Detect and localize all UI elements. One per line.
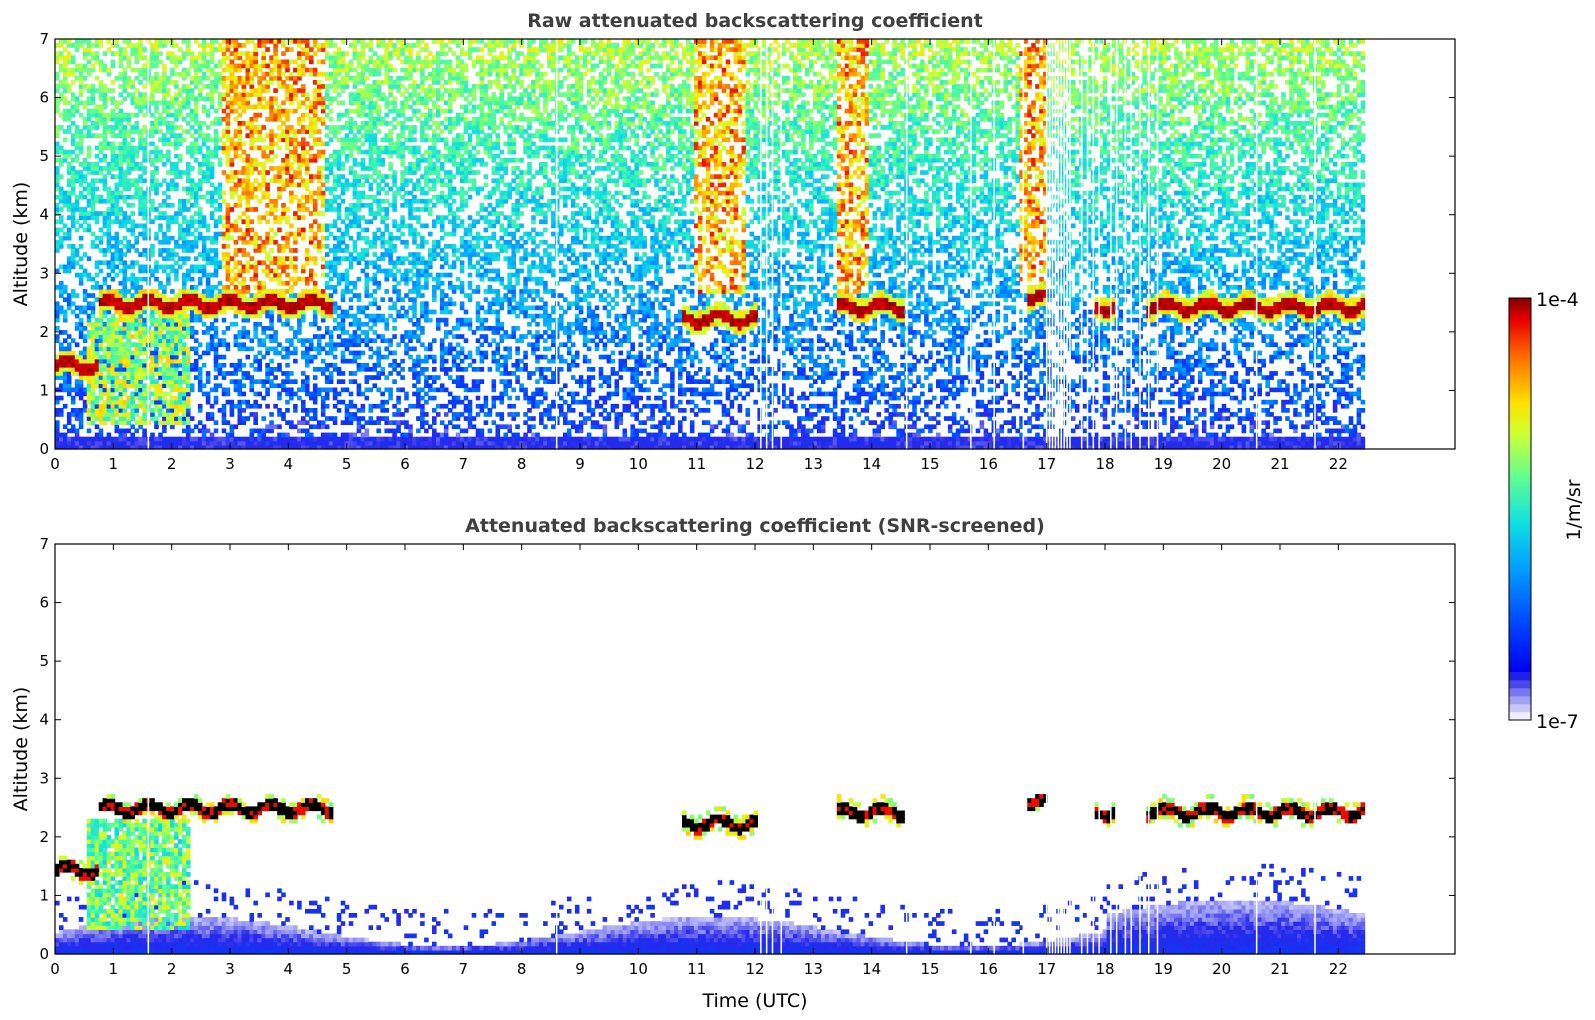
x-tick-label: 20 <box>1212 960 1231 978</box>
y-tick-label: 6 <box>39 594 49 612</box>
x-tick-label: 1 <box>109 960 119 978</box>
panel-screened-title: Attenuated backscattering coefficient (S… <box>465 515 1045 537</box>
panel-raw-heatmap <box>55 39 1365 450</box>
colorbar-band <box>1509 680 1531 688</box>
panel-screened-heatmap <box>55 544 1365 955</box>
y-tick-label: 1 <box>39 381 49 399</box>
y-tick-label: 7 <box>39 30 49 48</box>
x-tick-label: 20 <box>1212 455 1231 473</box>
y-tick-label: 3 <box>39 769 49 787</box>
x-axis-label: Time (UTC) <box>701 990 807 1012</box>
panel-screened-y-axis-label: Altitude (km) <box>10 687 32 812</box>
colorbar-band <box>1509 712 1531 720</box>
x-tick-label: 13 <box>804 455 823 473</box>
x-tick-label: 10 <box>629 455 648 473</box>
x-tick-label: 21 <box>1270 455 1289 473</box>
panel-raw-title: Raw attenuated backscattering coefficien… <box>527 10 983 32</box>
x-tick-label: 14 <box>862 455 881 473</box>
x-tick-label: 6 <box>400 455 410 473</box>
x-tick-label: 17 <box>1037 455 1056 473</box>
x-tick-label: 11 <box>687 960 706 978</box>
x-tick-label: 22 <box>1329 455 1348 473</box>
x-tick-label: 18 <box>1095 960 1114 978</box>
x-tick-label: 7 <box>459 455 469 473</box>
x-tick-label: 0 <box>50 960 60 978</box>
x-tick-label: 22 <box>1329 960 1348 978</box>
y-tick-label: 3 <box>39 264 49 282</box>
colorbar-band <box>1509 704 1531 712</box>
x-tick-label: 15 <box>920 960 939 978</box>
panel-raw: Raw attenuated backscattering coefficien… <box>10 10 1455 473</box>
y-tick-label: 2 <box>39 323 49 341</box>
x-tick-label: 3 <box>225 960 235 978</box>
x-tick-label: 2 <box>167 960 177 978</box>
colorbar: 1e-4 1e-7 1/m/sr <box>1509 289 1585 733</box>
x-tick-label: 14 <box>862 960 881 978</box>
y-tick-label: 7 <box>39 535 49 553</box>
x-tick-label: 3 <box>225 455 235 473</box>
y-tick-label: 5 <box>39 147 49 165</box>
x-tick-label: 4 <box>284 455 294 473</box>
x-tick-label: 21 <box>1270 960 1289 978</box>
x-tick-label: 9 <box>575 960 585 978</box>
colorbar-band <box>1509 696 1531 704</box>
x-tick-label: 1 <box>109 455 119 473</box>
x-tick-label: 5 <box>342 960 352 978</box>
figure: Raw attenuated backscattering coefficien… <box>0 0 1595 1020</box>
y-tick-label: 4 <box>39 206 49 224</box>
x-tick-label: 10 <box>629 960 648 978</box>
y-tick-label: 0 <box>39 440 49 458</box>
y-tick-label: 2 <box>39 828 49 846</box>
colorbar-low-end <box>1509 672 1531 720</box>
x-tick-label: 19 <box>1154 455 1173 473</box>
panel-screened-frame <box>55 544 1455 954</box>
x-tick-label: 16 <box>979 960 998 978</box>
x-tick-label: 16 <box>979 455 998 473</box>
x-tick-label: 18 <box>1095 455 1114 473</box>
y-tick-label: 1 <box>39 886 49 904</box>
x-tick-label: 12 <box>745 455 764 473</box>
x-tick-label: 12 <box>745 960 764 978</box>
x-tick-label: 17 <box>1037 960 1056 978</box>
x-tick-label: 8 <box>517 455 527 473</box>
panel-screened: Attenuated backscattering coefficient (S… <box>10 515 1455 1012</box>
x-tick-label: 4 <box>284 960 294 978</box>
x-tick-label: 19 <box>1154 960 1173 978</box>
x-tick-label: 8 <box>517 960 527 978</box>
y-tick-label: 4 <box>39 711 49 729</box>
colorbar-band <box>1509 688 1531 696</box>
colorbar-min-label: 1e-7 <box>1536 711 1579 733</box>
colorbar-gradient <box>1509 298 1531 672</box>
x-tick-label: 5 <box>342 455 352 473</box>
x-tick-label: 15 <box>920 455 939 473</box>
colorbar-unit-label: 1/m/sr <box>1563 479 1585 540</box>
x-tick-label: 13 <box>804 960 823 978</box>
panel-raw-y-axis-label: Altitude (km) <box>10 182 32 307</box>
y-tick-label: 0 <box>39 945 49 963</box>
x-tick-label: 11 <box>687 455 706 473</box>
y-tick-label: 5 <box>39 652 49 670</box>
x-tick-label: 9 <box>575 455 585 473</box>
x-tick-label: 2 <box>167 455 177 473</box>
x-tick-label: 7 <box>459 960 469 978</box>
x-tick-label: 0 <box>50 455 60 473</box>
colorbar-max-label: 1e-4 <box>1536 289 1579 311</box>
x-tick-label: 6 <box>400 960 410 978</box>
y-tick-label: 6 <box>39 89 49 107</box>
colorbar-band <box>1509 672 1531 680</box>
